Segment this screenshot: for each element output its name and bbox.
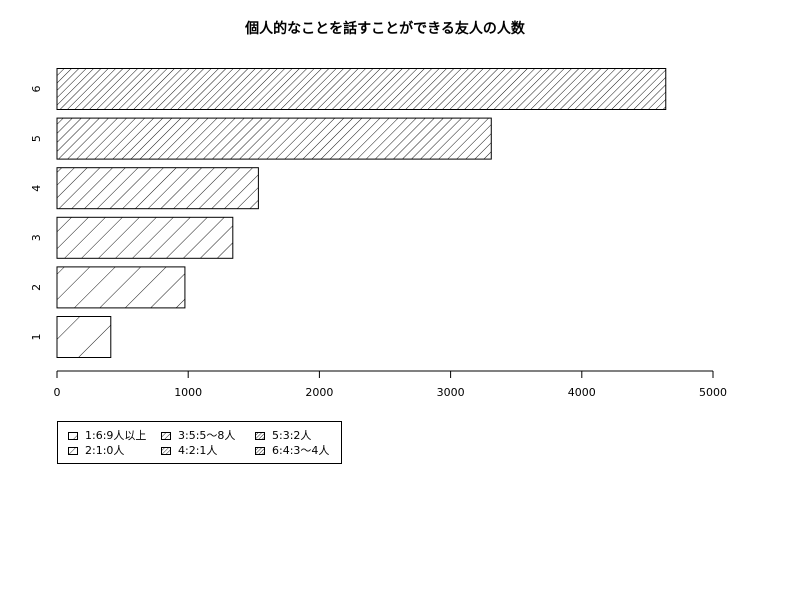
bar-5 [56, 117, 492, 160]
legend-item: 3:5:5〜8人 [161, 430, 235, 442]
legend-item: 1:6:9人以上 [68, 430, 146, 442]
x-tick-label: 5000 [699, 386, 727, 399]
legend-swatch-icon [255, 432, 265, 440]
x-tick-label: 2000 [305, 386, 333, 399]
legend-item: 2:1:0人 [68, 445, 124, 457]
legend-label: 3:5:5〜8人 [178, 429, 236, 442]
y-tick-label: 4 [30, 185, 43, 192]
legend-label: 6:4:3〜4人 [272, 444, 330, 457]
legend-label: 2:1:0人 [85, 444, 125, 457]
y-tick-label: 6 [30, 86, 43, 93]
y-tick-label: 5 [30, 135, 43, 142]
legend-item: 6:4:3〜4人 [255, 445, 329, 457]
legend-swatch-icon [68, 432, 78, 440]
bar-4 [56, 167, 259, 210]
x-tick-label: 3000 [437, 386, 465, 399]
x-tick-label: 4000 [568, 386, 596, 399]
bar-3 [56, 216, 234, 259]
x-tick-label: 1000 [174, 386, 202, 399]
legend-swatch-icon [161, 447, 171, 455]
legend-item: 4:2:1人 [161, 445, 217, 457]
legend-label: 4:2:1人 [178, 444, 218, 457]
bar-6 [56, 68, 667, 110]
legend: 1:6:9人以上 2:1:0人 3:5:5〜8人 4:2:1人 5:3:2人 6:4:3〜… [57, 421, 342, 464]
bar-2 [56, 266, 186, 309]
legend-swatch-icon [161, 432, 171, 440]
legend-label: 1:6:9人以上 [85, 429, 147, 442]
y-tick-label: 3 [30, 234, 43, 241]
legend-label: 5:3:2人 [272, 429, 312, 442]
bar-1 [56, 316, 112, 358]
chart-title: 個人的なことを話すことができる友人の人数 [245, 21, 525, 37]
legend-item: 5:3:2人 [255, 430, 311, 442]
y-tick-label: 2 [30, 284, 43, 291]
x-tick-label: 0 [54, 386, 61, 399]
y-tick-label: 1 [30, 334, 43, 341]
legend-swatch-icon [68, 447, 78, 455]
legend-swatch-icon [255, 447, 265, 455]
